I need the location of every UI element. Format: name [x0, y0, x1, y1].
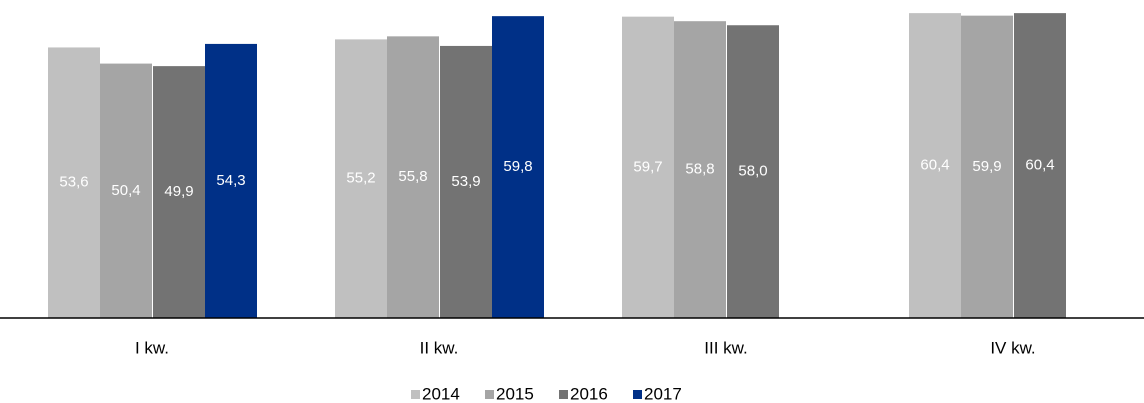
- data-label: 60,4: [1025, 157, 1054, 174]
- bar: [205, 43, 257, 319]
- x-tick-label: III kw.: [704, 338, 747, 357]
- data-label: 50,4: [111, 182, 140, 199]
- bar: [100, 63, 152, 318]
- data-label: 58,8: [685, 161, 714, 178]
- data-label: 55,2: [346, 170, 375, 187]
- bar: [440, 45, 492, 318]
- data-label: 60,4: [920, 157, 949, 174]
- bar: [1014, 13, 1066, 318]
- data-label: 59,7: [633, 158, 662, 175]
- legend-label: 2014: [422, 384, 460, 403]
- data-label: 53,6: [59, 174, 88, 191]
- bar: [492, 16, 544, 319]
- data-label: 59,8: [503, 158, 532, 175]
- legend-swatch: [485, 390, 494, 399]
- x-tick-label: I kw.: [135, 338, 169, 357]
- bar: [335, 39, 387, 318]
- data-label: 54,3: [216, 172, 245, 189]
- bar: [48, 47, 100, 318]
- legend-swatch: [559, 390, 568, 399]
- bar: [727, 25, 779, 318]
- bar: [961, 15, 1013, 319]
- legend-label: 2017: [644, 384, 682, 403]
- data-label: 58,0: [738, 163, 767, 180]
- data-label: 49,9: [164, 183, 193, 200]
- data-label: 59,9: [972, 158, 1001, 175]
- bar: [622, 16, 674, 319]
- bar: [674, 21, 726, 318]
- x-tick-label: IV kw.: [990, 338, 1035, 357]
- data-label: 55,8: [398, 168, 427, 185]
- bar: [387, 36, 439, 318]
- bar: [909, 13, 961, 318]
- legend-swatch: [633, 390, 642, 399]
- legend-label: 2015: [496, 384, 534, 403]
- legend-swatch: [411, 390, 420, 399]
- x-tick-label: II kw.: [420, 338, 459, 357]
- legend-label: 2016: [570, 384, 608, 403]
- data-label: 53,9: [451, 173, 480, 190]
- bar: [153, 66, 205, 318]
